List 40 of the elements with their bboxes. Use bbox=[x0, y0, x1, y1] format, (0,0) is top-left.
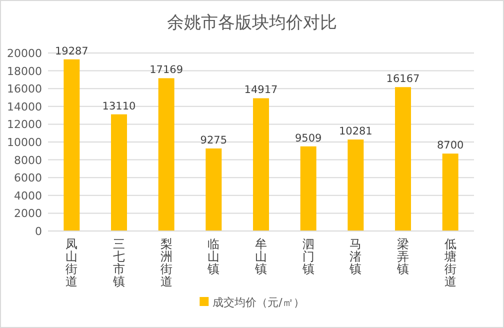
x-tick-label: 凤山街道 bbox=[66, 237, 78, 288]
data-label: 14917 bbox=[244, 84, 278, 96]
y-tick-label: 0 bbox=[35, 225, 42, 238]
data-label: 10281 bbox=[338, 126, 372, 138]
bar bbox=[442, 154, 458, 231]
bar bbox=[206, 148, 222, 231]
x-tick-label: 马渚镇 bbox=[348, 237, 362, 276]
y-tick-label: 10000 bbox=[7, 136, 42, 149]
x-tick-label: 梁弄镇 bbox=[396, 237, 409, 276]
legend-label: 成交均价（元/㎡） bbox=[212, 296, 304, 309]
x-tick-label: 泗门镇 bbox=[301, 237, 314, 276]
bar bbox=[64, 59, 80, 231]
y-tick-label: 4000 bbox=[14, 189, 42, 202]
bar bbox=[300, 146, 316, 231]
bar bbox=[253, 98, 269, 231]
x-tick-label: 梨洲街道 bbox=[160, 237, 172, 288]
y-tick-label: 6000 bbox=[14, 172, 42, 185]
chart-title: 余姚市各版块均价对比 bbox=[167, 13, 337, 33]
data-label: 9275 bbox=[200, 134, 228, 146]
y-tick-label: 20000 bbox=[7, 47, 42, 60]
x-tick-label: 三七市镇 bbox=[112, 237, 125, 288]
y-tick-label: 16000 bbox=[7, 82, 42, 96]
bar bbox=[158, 78, 174, 231]
y-tick-label: 18000 bbox=[7, 64, 42, 78]
x-tick-label: 牟山镇 bbox=[254, 237, 267, 276]
y-tick-label: 12000 bbox=[7, 118, 42, 132]
bar bbox=[111, 114, 127, 231]
y-tick-label: 14000 bbox=[7, 100, 42, 114]
bar bbox=[395, 87, 411, 231]
data-label: 9509 bbox=[294, 132, 322, 144]
y-tick-label: 2000 bbox=[14, 207, 42, 220]
data-label: 19287 bbox=[54, 45, 88, 58]
data-label: 16167 bbox=[386, 73, 420, 86]
bar bbox=[348, 140, 364, 231]
y-tick-label: 8000 bbox=[14, 154, 42, 167]
data-label: 13110 bbox=[102, 100, 136, 112]
data-label: 17169 bbox=[150, 64, 184, 76]
data-label: 8700 bbox=[436, 140, 464, 152]
x-tick-label: 临山镇 bbox=[206, 237, 220, 276]
x-tick-label: 低塘街道 bbox=[443, 237, 456, 288]
